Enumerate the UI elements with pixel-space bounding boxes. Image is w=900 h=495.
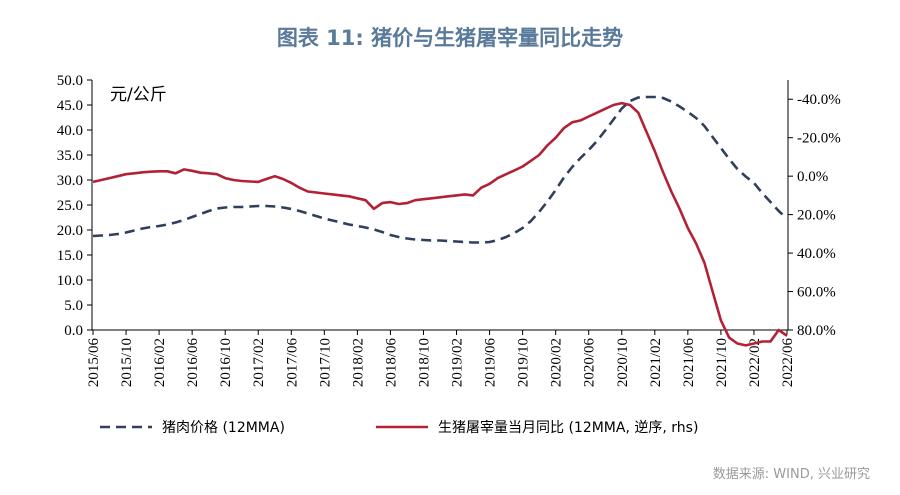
slaughter-yoy-line bbox=[92, 101, 788, 347]
x-tick-label: 2021/02 bbox=[648, 338, 664, 387]
x-tick-label: 2021/06 bbox=[681, 338, 697, 388]
axes bbox=[91, 80, 789, 331]
right-tick-label: 60.0% bbox=[797, 285, 836, 301]
x-tick-label: 2020/06 bbox=[582, 338, 598, 388]
x-tick-label: 2022/02 bbox=[747, 338, 763, 387]
x-tick-label: 2017/06 bbox=[284, 338, 300, 388]
x-tick-label: 2018/02 bbox=[350, 338, 366, 387]
x-tick-label: 2022/06 bbox=[780, 338, 796, 388]
left-tick-label: 50.0 bbox=[57, 73, 83, 89]
right-tick-label: 80.0% bbox=[797, 323, 836, 339]
x-tick-label: 2016/02 bbox=[152, 338, 168, 387]
left-tick-label: 5.0 bbox=[64, 298, 83, 314]
x-tick-label: 2018/10 bbox=[416, 338, 432, 387]
x-tick-label: 2018/06 bbox=[383, 338, 399, 388]
x-tick-label: 2016/10 bbox=[218, 338, 234, 387]
left-tick-label: 30.0 bbox=[57, 173, 83, 189]
pork-price-line bbox=[92, 95, 788, 244]
x-tick-label: 2015/06 bbox=[86, 338, 102, 388]
x-tick-label: 2019/10 bbox=[516, 338, 532, 387]
left-tick-label: 15.0 bbox=[57, 248, 83, 264]
left-tick-label: 25.0 bbox=[57, 198, 83, 214]
left-tick-label: 20.0 bbox=[57, 223, 83, 239]
x-tick-label: 2019/06 bbox=[483, 338, 499, 388]
right-tick-label: -40.0% bbox=[797, 92, 841, 108]
right-axis-ticks: -40.0% -20.0% 0.0% 20.0% 40.0% 60.0% 80.0% bbox=[788, 92, 841, 339]
y-unit-label: 元/公斤 bbox=[110, 85, 167, 105]
x-tick-label: 2017/10 bbox=[317, 338, 333, 387]
left-axis-ticks: 0.0 5.0 10.0 15.0 20.0 25.0 30.0 35.0 40.0 45.0 50… bbox=[57, 73, 92, 339]
x-tick-label: 2019/02 bbox=[450, 338, 466, 387]
x-axis-ticks: 2015/06 2015/10 2016/02 2016/06 2016/10 2017/… bbox=[86, 330, 796, 387]
right-tick-label: -20.0% bbox=[797, 131, 841, 147]
left-tick-label: 0.0 bbox=[64, 323, 83, 339]
left-tick-label: 45.0 bbox=[57, 98, 83, 114]
legend: 猪肉价格 (12MMA) 生猪屠宰量当月同比 (12MMA, 逆序, rhs) bbox=[100, 420, 698, 436]
x-tick-label: 2020/02 bbox=[549, 338, 565, 387]
left-tick-label: 10.0 bbox=[57, 273, 83, 289]
legend-slaughter-yoy-label: 生猪屠宰量当月同比 (12MMA, 逆序, rhs) bbox=[438, 420, 698, 436]
left-tick-label: 40.0 bbox=[57, 123, 83, 139]
right-tick-label: 20.0% bbox=[797, 208, 836, 224]
x-tick-label: 2021/10 bbox=[714, 338, 730, 387]
x-tick-label: 2016/06 bbox=[185, 338, 201, 388]
x-tick-label: 2015/10 bbox=[119, 338, 135, 387]
x-tick-label: 2020/10 bbox=[615, 338, 631, 387]
series-layer bbox=[92, 95, 788, 347]
right-tick-label: 0.0% bbox=[797, 169, 828, 185]
chart-title: 图表 11: 猪价与生猪屠宰量同比走势 bbox=[276, 26, 624, 50]
legend-pork-price-label: 猪肉价格 (12MMA) bbox=[162, 420, 285, 436]
right-tick-label: 40.0% bbox=[797, 246, 836, 262]
source-note: 数据来源: WIND, 兴业研究 bbox=[712, 467, 870, 482]
left-tick-label: 35.0 bbox=[57, 148, 83, 164]
x-tick-label: 2017/02 bbox=[251, 338, 267, 387]
